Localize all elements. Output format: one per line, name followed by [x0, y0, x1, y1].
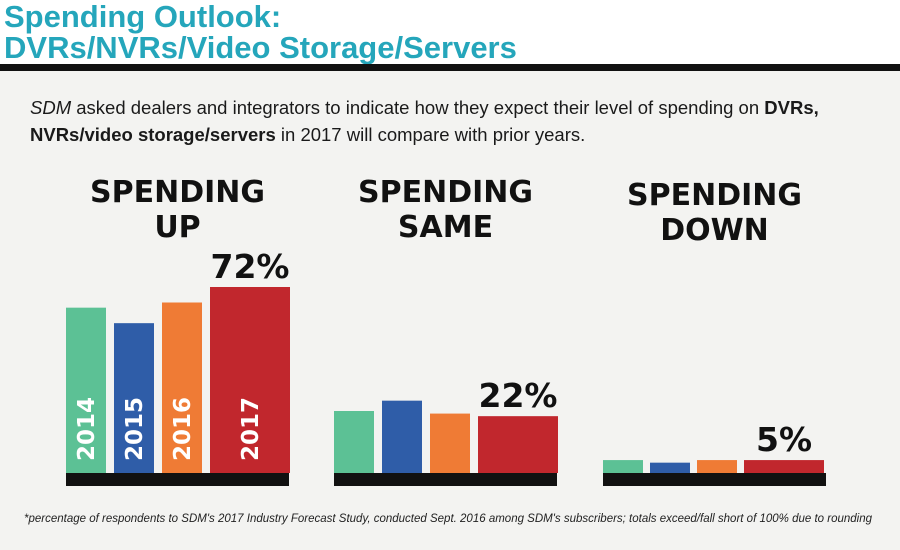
- bar-3-2015: [650, 462, 690, 473]
- value-label-2: 22%: [479, 376, 558, 415]
- year-label-2015: 2015: [122, 397, 148, 461]
- intro-brand: SDM: [30, 97, 72, 118]
- title-block: Spending Outlook: DVRs/NVRs/Video Storag…: [0, 0, 900, 66]
- bar-3-2017: [744, 460, 824, 473]
- group-heading-3-line-2: DOWN: [660, 213, 769, 248]
- year-label-2017: 2017: [238, 397, 264, 461]
- baseline-3: [603, 473, 826, 486]
- bar-2-2015: [382, 400, 422, 473]
- year-label-2016: 2016: [170, 397, 196, 461]
- title-rule: [0, 64, 900, 71]
- baseline-2: [334, 473, 557, 486]
- intro-text: SDM asked dealers and integrators to ind…: [30, 94, 880, 148]
- bar-1-2016: [162, 302, 202, 473]
- bar-2-2016: [430, 413, 470, 473]
- group-heading-1-line-2: UP: [154, 210, 200, 245]
- intro-bold-a: DVRs,: [764, 97, 819, 118]
- intro-text-a: asked dealers and integrators to indicat…: [71, 97, 765, 118]
- intro-bold-b: NVRs/video storage/servers: [30, 124, 276, 145]
- baseline-1: [66, 473, 289, 486]
- bar-3-2016: [697, 460, 737, 473]
- group-heading-2-line-2: SAME: [398, 210, 493, 245]
- bar-2-2014: [334, 411, 374, 473]
- bar-1-2017: [210, 287, 290, 473]
- bar-1-2014: [66, 307, 106, 473]
- value-label-3: 5%: [756, 420, 812, 459]
- intro-text-b: in 2017 will compare with prior years.: [275, 124, 586, 145]
- bar-2-2017: [478, 416, 558, 473]
- footnote: *percentage of respondents to SDM's 2017…: [24, 513, 872, 525]
- chart-title-line-1: Spending Outlook:: [4, 0, 282, 34]
- value-label-1: 72%: [211, 247, 290, 286]
- group-heading-2-line-1: SPENDING: [358, 175, 533, 210]
- chart-title-line-2: DVRs/NVRs/Video Storage/Servers: [4, 30, 517, 65]
- bar-3-2014: [603, 460, 643, 473]
- group-heading-1-line-1: SPENDING: [90, 175, 265, 210]
- year-label-2014: 2014: [74, 397, 100, 461]
- bar-1-2015: [114, 323, 154, 473]
- group-heading-3-line-1: SPENDING: [627, 178, 802, 213]
